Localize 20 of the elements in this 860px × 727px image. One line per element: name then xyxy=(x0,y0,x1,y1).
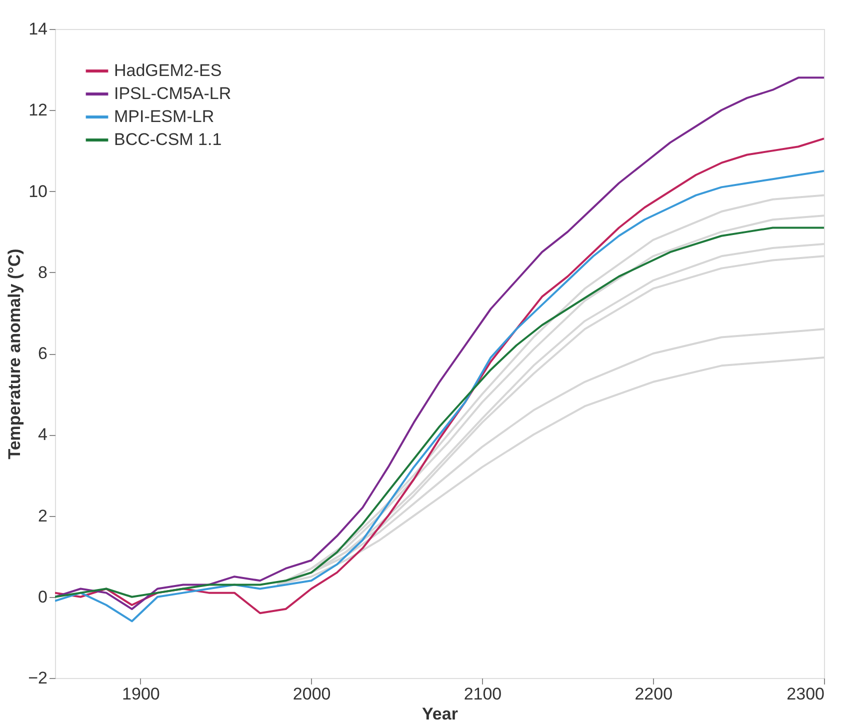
y-tick-label: 2 xyxy=(38,506,48,526)
x-tick-label: 2300 xyxy=(786,684,824,704)
x-tick-label: 1900 xyxy=(122,684,160,704)
y-tick-label: 12 xyxy=(28,100,48,120)
legend-label: MPI-ESM-LR xyxy=(114,107,214,126)
x-axis-title: Year xyxy=(422,704,458,724)
y-tick-label: −2 xyxy=(28,668,48,688)
x-tick-label: 2200 xyxy=(634,684,673,704)
y-tick-label: 4 xyxy=(38,425,48,444)
y-tick-label: 10 xyxy=(28,182,48,201)
legend-label: BCC-CSM 1.1 xyxy=(114,130,222,149)
y-tick-label: 8 xyxy=(38,262,48,282)
legend-label: HadGEM2-ES xyxy=(114,61,222,80)
y-tick-label: 0 xyxy=(38,587,48,606)
y-axis-title: Temperature anomaly (°C) xyxy=(5,248,24,460)
legend-label: IPSL-CM5A-LR xyxy=(114,84,232,103)
y-tick-label: 14 xyxy=(28,20,48,38)
x-tick-label: 2100 xyxy=(464,684,502,704)
y-tick-label: 6 xyxy=(38,344,48,363)
x-tick-label: 2000 xyxy=(292,684,331,704)
